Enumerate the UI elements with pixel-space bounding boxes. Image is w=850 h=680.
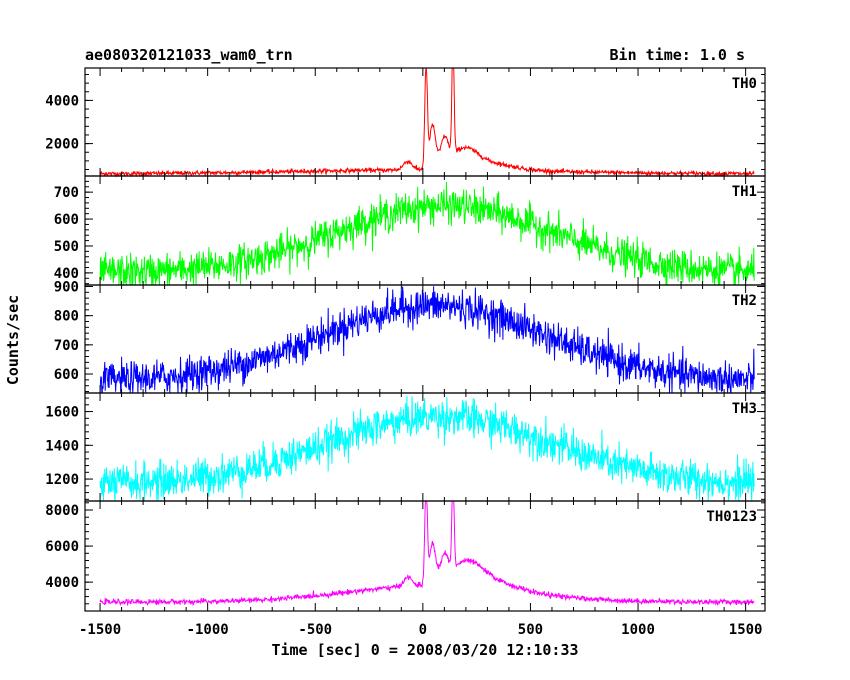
x-tick-label: -500: [298, 622, 332, 638]
y-axis-label: Counts/sec: [4, 295, 22, 385]
panel-label: TH3: [732, 401, 757, 417]
series-th1: [99, 181, 755, 286]
x-tick-label: 500: [518, 622, 543, 638]
y-tick-label: 4000: [45, 93, 79, 109]
series-th0123: [99, 500, 755, 607]
panel-label: TH0123: [706, 509, 757, 525]
panel-th3: 1200 1400 1600 TH3: [45, 392, 766, 502]
y-tick-label: 1600: [45, 405, 79, 421]
series-th0: [99, 67, 755, 178]
panel-th2: 600 700 800 900 TH2: [54, 279, 766, 394]
panel-label: TH0: [732, 76, 757, 92]
y-tick-label: 800: [54, 309, 79, 325]
y-tick-label: 900: [54, 279, 79, 295]
panel-th1: 400 500 600 700 TH1: [54, 175, 766, 286]
y-tick-label: 1200: [45, 472, 79, 488]
y-tick-label: 700: [54, 185, 79, 201]
x-tick-label: 0: [419, 622, 427, 638]
chart-title: ae080320121033_wam0_trn: [85, 46, 293, 64]
y-tick-label: 700: [54, 338, 79, 354]
panels-group: 2000 4000 TH0 400 500 600 700 TH1 600 700 800 900 TH…: [45, 67, 766, 612]
panel-th0123: 4000 6000 8000 TH0123: [45, 500, 766, 612]
bin-time-label: Bin time: 1.0 s: [610, 46, 745, 64]
x-tick-label: 1500: [729, 622, 763, 638]
y-tick-label: 500: [54, 239, 79, 255]
panel-label: TH1: [732, 184, 757, 200]
panel-frame: [84, 500, 766, 612]
series-th3: [99, 395, 755, 502]
y-tick-label: 1400: [45, 438, 79, 454]
y-tick-label: 6000: [45, 539, 79, 555]
y-tick-label: 2000: [45, 137, 79, 153]
x-axis-label: Time [sec] 0 = 2008/03/20 12:10:33: [271, 641, 578, 659]
panel-th0: 2000 4000 TH0: [45, 67, 766, 178]
x-tick-label: -1000: [187, 622, 229, 638]
x-tick-label: -1500: [79, 622, 121, 638]
y-tick-label: 400: [54, 266, 79, 282]
y-tick-label: 600: [54, 212, 79, 228]
y-tick-label: 4000: [45, 575, 79, 591]
y-tick-label: 600: [54, 367, 79, 383]
panel-label: TH2: [732, 293, 757, 309]
y-tick-label: 8000: [45, 503, 79, 519]
x-axis: -1500 -1000 -500 0 500 1000 1500: [79, 622, 763, 638]
series-th2: [99, 286, 755, 394]
x-tick-label: 1000: [621, 622, 655, 638]
